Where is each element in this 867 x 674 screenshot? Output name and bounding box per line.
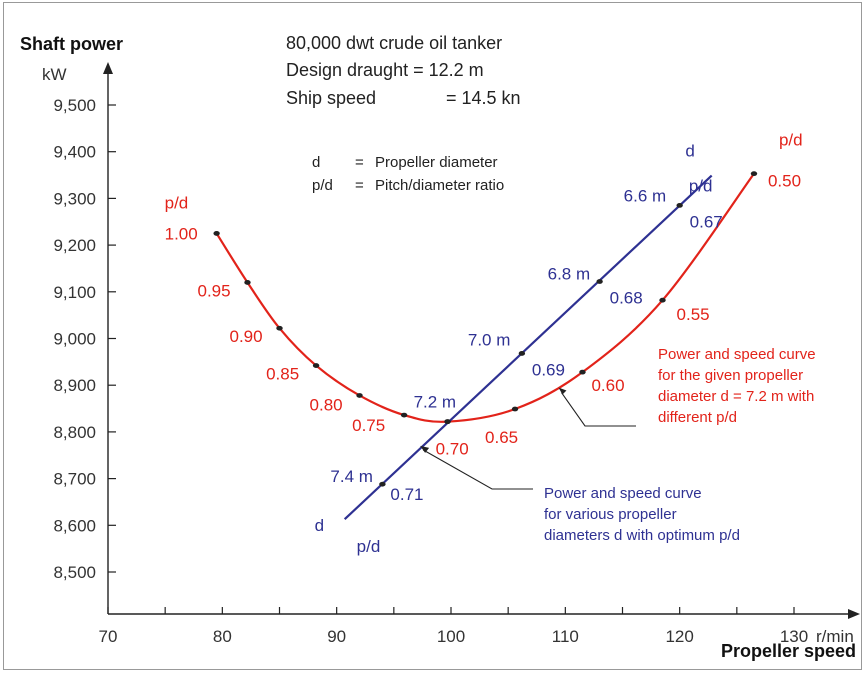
series-blue-line — [343, 174, 713, 521]
blue-pd-label: 0.67 — [690, 212, 723, 231]
labels-layer: 1.00 0.95 0.900.85 0.80 0.75 0.70 0.65 0.60 0.55… — [165, 131, 803, 557]
info-line-vessel: 80,000 dwt crude oil tanker — [286, 33, 502, 53]
info-line-speed-label: Ship speed — [286, 88, 376, 108]
blue-d-title-top: d — [685, 141, 694, 160]
y-axis-title: Shaft power — [20, 34, 123, 54]
blue-point — [379, 481, 386, 487]
blue-note-arrow — [420, 445, 430, 453]
red-point — [400, 412, 408, 418]
red-point — [213, 231, 220, 236]
blue-pd-label: 0.71 — [390, 485, 423, 504]
red-pd-label: 0.65 — [485, 428, 518, 447]
y-tick-label: 9,000 — [53, 330, 96, 349]
y-axis-unit: kW — [42, 65, 67, 84]
chart-frame — [3, 2, 862, 670]
red-note-line: for the given propeller — [658, 367, 803, 384]
blue-note-line: diameters d with optimum p/d — [544, 527, 740, 544]
blue-pd-label: 0.69 — [532, 360, 565, 379]
x-tick-label: 120 — [665, 627, 693, 646]
red-point — [244, 280, 251, 285]
blue-d-label: 7.4 m — [330, 467, 373, 486]
red-point — [511, 406, 519, 412]
legend-pd-symbol: p/d — [312, 177, 333, 194]
x-axis-arrow — [848, 609, 860, 619]
info-line-draught: Design draught = 12.2 m — [286, 60, 484, 80]
y-tick-label: 9,100 — [53, 283, 96, 302]
red-point — [276, 325, 283, 331]
x-tick-label: 100 — [437, 627, 465, 646]
red-pd-label: 0.60 — [591, 376, 624, 395]
legend-d-text: Propeller diameter — [375, 154, 498, 171]
legend-pd-text: Pitch/diameter ratio — [375, 177, 504, 194]
y-tick-label: 9,500 — [53, 96, 96, 115]
red-pd-label: 0.95 — [197, 281, 230, 300]
red-point — [579, 369, 586, 375]
red-point — [312, 363, 320, 368]
blue-d-title-bottom: d — [315, 516, 324, 535]
x-axis-unit: r/min — [816, 627, 854, 646]
x-tick-label: 70 — [99, 627, 118, 646]
series-red-curve — [215, 173, 755, 423]
x-tick-label: 110 — [552, 627, 579, 646]
red-point — [356, 393, 363, 398]
info-line-speed-value: = 14.5 kn — [446, 88, 521, 108]
x-axis-title: Propeller speed — [721, 641, 856, 661]
red-pd-label: 0.55 — [677, 305, 710, 324]
legend-d-eq: = — [355, 154, 364, 171]
red-point — [750, 171, 758, 177]
red-pd-label: 0.50 — [768, 172, 801, 191]
y-tick-label: 9,400 — [53, 143, 96, 162]
red-point — [659, 297, 666, 303]
red-pd-label: 0.70 — [436, 440, 469, 459]
red-pd-label: 0.80 — [310, 395, 343, 414]
notes-layer: Power and speed curve for the given prope… — [420, 346, 816, 544]
red-note-line: different p/d — [658, 409, 737, 426]
y-tick-label: 8,600 — [53, 516, 96, 535]
red-pd-label: 0.85 — [266, 365, 299, 384]
y-tick-label: 8,700 — [53, 470, 96, 489]
axes: 8,500 8,600 8,700 8,800 8,900 9,000 9,100 9,200… — [53, 62, 860, 646]
x-tick-label: 90 — [327, 627, 346, 646]
blue-note-line: for various propeller — [544, 506, 677, 523]
y-tick-label: 8,900 — [53, 376, 96, 395]
y-tick-label: 8,800 — [53, 423, 96, 442]
blue-d-label: 7.2 m — [414, 393, 457, 412]
y-axis-arrow — [103, 62, 113, 74]
legend-pd-eq: = — [355, 177, 364, 194]
blue-point — [596, 279, 603, 284]
blue-note-line: Power and speed curve — [544, 485, 702, 502]
blue-d-label: 6.8 m — [548, 265, 591, 284]
blue-point — [518, 351, 526, 356]
x-tick-label: 80 — [213, 627, 232, 646]
blue-d-label: 7.0 m — [468, 330, 511, 349]
red-pd-title-left: p/d — [165, 193, 189, 212]
red-note-arrow — [558, 387, 567, 395]
y-tick-label: 8,500 — [53, 563, 96, 582]
red-note-line: diameter d = 7.2 m with — [658, 388, 814, 405]
blue-point — [676, 203, 683, 208]
red-pd-title-right: p/d — [779, 131, 803, 150]
blue-pd-label: 0.68 — [610, 289, 643, 308]
blue-note-leader — [422, 449, 533, 490]
series-layer — [213, 171, 758, 521]
blue-pd-title-top: p/d — [689, 176, 713, 195]
blue-d-label: 6.6 m — [624, 186, 667, 205]
legend-d-symbol: d — [312, 154, 320, 171]
blue-point — [444, 419, 451, 425]
red-pd-label: 0.75 — [352, 416, 385, 435]
red-note-leader — [561, 392, 636, 427]
red-pd-label: 0.90 — [230, 327, 263, 346]
y-tick-label: 9,200 — [53, 236, 96, 255]
x-tick-label: 130 — [780, 627, 808, 646]
blue-pd-title-bottom: p/d — [357, 537, 381, 556]
red-note-line: Power and speed curve — [658, 346, 816, 363]
y-tick-label: 9,300 — [53, 189, 96, 208]
red-pd-label: 1.00 — [165, 224, 198, 243]
